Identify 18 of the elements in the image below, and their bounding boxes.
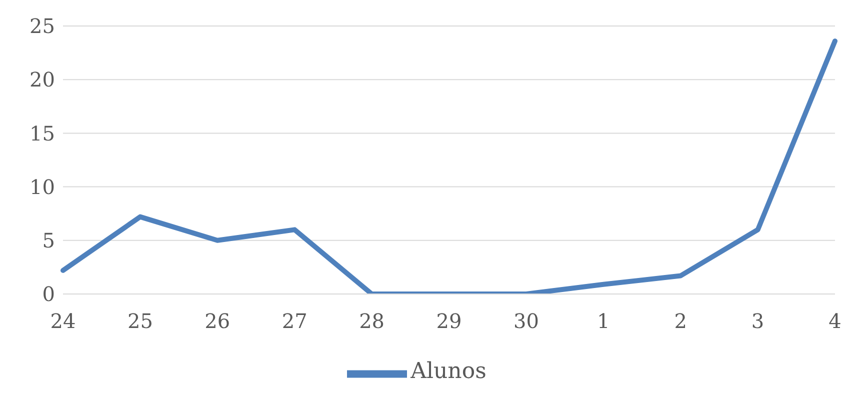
y-tick-label: 20 — [30, 68, 55, 92]
y-tick-label: 5 — [42, 228, 55, 252]
x-tick-label: 2 — [674, 309, 687, 334]
y-tick-label: 15 — [30, 121, 55, 146]
x-tick-label: 1 — [597, 309, 610, 334]
x-tick-label: 24 — [50, 309, 76, 334]
x-tick-label: 30 — [513, 309, 539, 334]
y-tick-label: 25 — [30, 14, 55, 38]
x-tick-label: 28 — [359, 309, 385, 334]
x-tick-label: 26 — [204, 309, 230, 334]
legend-label: Alunos — [410, 359, 486, 384]
x-tick-label: 29 — [436, 309, 462, 334]
x-tick-label: 27 — [282, 309, 308, 334]
x-tick-label: 25 — [127, 309, 153, 334]
y-tick-label: 0 — [42, 282, 55, 306]
x-tick-label: 4 — [828, 309, 842, 334]
x-tick-label: 3 — [751, 309, 764, 334]
y-tick-label: 10 — [30, 174, 55, 199]
